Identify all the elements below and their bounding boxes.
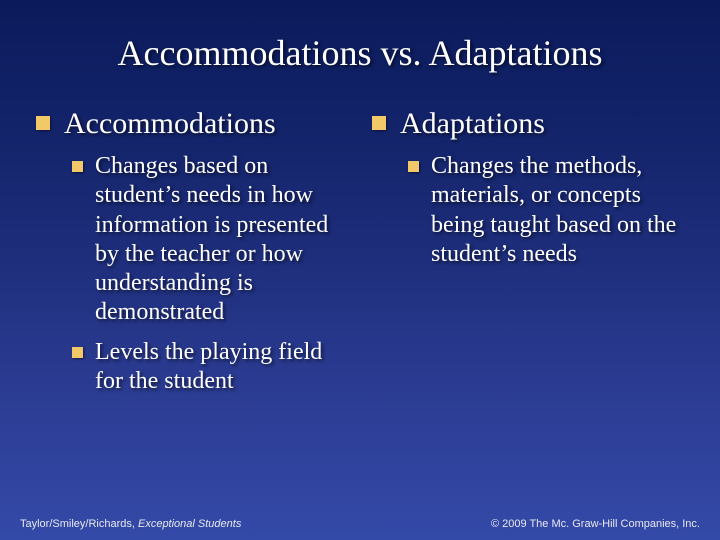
list-item: Adaptations — [372, 106, 684, 142]
columns: Accommodations Changes based on student’… — [36, 106, 684, 406]
footer-left-italic: Exceptional Students — [138, 518, 241, 530]
footer-left: Taylor/Smiley/Richards, Exceptional Stud… — [20, 518, 241, 530]
square-bullet-icon — [408, 161, 419, 172]
list-item: Changes based on student’s needs in how … — [72, 152, 348, 328]
left-item-1: Changes based on student’s needs in how … — [95, 152, 348, 328]
right-item-1: Changes the methods, materials, or conce… — [431, 152, 684, 269]
right-heading: Adaptations — [400, 106, 545, 142]
footer-right: © 2009 The Mc. Graw-Hill Companies, Inc. — [491, 518, 700, 530]
footer-left-prefix: Taylor/Smiley/Richards, — [20, 518, 138, 530]
slide: Accommodations vs. Adaptations Accommoda… — [0, 0, 720, 540]
square-bullet-icon — [72, 347, 83, 358]
square-bullet-icon — [72, 161, 83, 172]
left-item-2: Levels the playing field for the student — [95, 338, 348, 397]
list-item: Changes the methods, materials, or conce… — [408, 152, 684, 269]
square-bullet-icon — [372, 116, 386, 130]
right-column: Adaptations Changes the methods, materia… — [372, 106, 684, 406]
list-item: Accommodations — [36, 106, 348, 142]
left-heading: Accommodations — [64, 106, 276, 142]
footer: Taylor/Smiley/Richards, Exceptional Stud… — [20, 518, 700, 530]
left-column: Accommodations Changes based on student’… — [36, 106, 348, 406]
slide-title: Accommodations vs. Adaptations — [36, 32, 684, 74]
list-item: Levels the playing field for the student — [72, 338, 348, 397]
square-bullet-icon — [36, 116, 50, 130]
